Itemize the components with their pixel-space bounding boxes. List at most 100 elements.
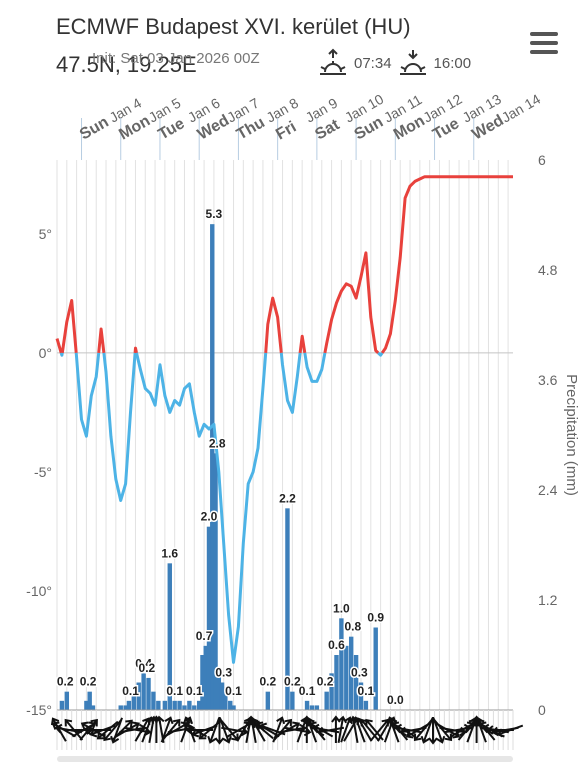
menu-line	[530, 32, 558, 36]
precip-bar	[203, 645, 208, 710]
precip-bar	[87, 691, 92, 710]
wind-arrow-shaft	[414, 719, 433, 741]
data-label: 0.1	[225, 684, 242, 698]
wind-arrow	[103, 719, 122, 742]
precip-bar	[329, 673, 334, 710]
wind-arrow-head	[292, 721, 301, 730]
wind-arrow-head	[476, 718, 485, 727]
wind-arrow-head	[420, 735, 430, 744]
precip-bar	[162, 700, 168, 710]
left-tick-label: 5°	[39, 226, 52, 242]
sunset-time: 16:00	[433, 54, 472, 72]
temperature-line	[135, 352, 268, 664]
right-tick-label: 3.6	[538, 372, 558, 388]
sun-times: 07:34 16:00	[318, 46, 471, 80]
precip-bar	[59, 700, 65, 710]
wind-arrow-head	[428, 737, 438, 745]
temperature-line	[303, 352, 327, 383]
wind-arrow-head	[164, 716, 174, 725]
wind-arrow-shaft	[340, 717, 351, 743]
wind-arrow	[316, 726, 345, 737]
right-axis-title: Precipitation (mm)	[563, 374, 580, 496]
precip-bar	[353, 655, 359, 710]
temperature-line	[59, 352, 64, 357]
wind-arrow-head	[51, 721, 60, 730]
wind-arrow-head	[316, 726, 325, 737]
right-tick-label: 0	[538, 702, 546, 718]
precip-bar	[265, 691, 271, 710]
precip-bar	[206, 526, 212, 710]
right-tick-label: 2.4	[538, 482, 558, 498]
wind-arrow-head	[249, 717, 259, 726]
wind-arrow-head	[391, 721, 400, 730]
wind-arrow-shaft	[103, 719, 122, 741]
wind-arrow-shaft	[360, 719, 380, 741]
precip-bar	[192, 705, 197, 710]
left-tick-label: -15°	[26, 702, 52, 718]
wind-arrow-head	[478, 721, 487, 730]
data-label: 0.1	[122, 684, 139, 698]
precip-bar	[285, 508, 290, 710]
precip-bar	[216, 673, 222, 710]
precip-bar	[219, 682, 225, 710]
left-tick-label: -10°	[26, 583, 52, 599]
precip-bar	[187, 700, 192, 710]
data-label: 0.2	[317, 675, 334, 689]
wind-arrow-head	[399, 726, 407, 737]
precip-bar	[131, 696, 137, 710]
right-tick-label: 1.2	[538, 592, 558, 608]
data-label: 0.2	[259, 675, 276, 689]
data-label: 5.3	[206, 207, 223, 221]
temperature-line	[74, 352, 101, 438]
day-date: Jan 14	[499, 91, 544, 126]
wind-arrow-head	[436, 735, 446, 744]
wind-arrow-head	[155, 715, 165, 724]
precip-bar	[118, 705, 123, 710]
wind-arrow-head	[64, 718, 73, 727]
wind-arrow	[496, 724, 524, 738]
precip-bar	[344, 645, 349, 710]
precip-bar	[358, 682, 364, 710]
wind-arrow-shaft	[422, 717, 434, 743]
precip-bar	[156, 700, 161, 710]
temperature-line	[133, 346, 138, 354]
wind-arrow-head	[307, 718, 315, 727]
init-time: Init: Sat 03 Jan 2026 00Z	[92, 50, 260, 67]
data-label: 0.8	[344, 620, 361, 634]
sunrise-time: 07:34	[354, 54, 392, 72]
wind-arrow-head	[54, 723, 63, 734]
precip-bar	[196, 700, 202, 710]
precip-bar	[136, 682, 141, 710]
data-label: 0.9	[367, 611, 384, 625]
wind-arrow-head	[172, 718, 181, 727]
wind-arrow-shaft	[209, 717, 221, 743]
wind-arrow-head	[89, 728, 98, 738]
precip-bar	[146, 677, 151, 710]
wind-arrow-head	[311, 723, 320, 734]
wind-arrow-head	[182, 721, 191, 730]
data-label: 0.2	[57, 675, 74, 689]
precip-bar	[348, 636, 354, 710]
temperature-line	[60, 299, 78, 354]
wind-arrow-head	[284, 718, 292, 727]
hamburger-menu-icon[interactable]	[530, 32, 558, 58]
precip-bar	[223, 691, 228, 710]
precip-bar	[290, 691, 295, 710]
wind-arrow	[214, 717, 225, 745]
scroll-track	[57, 756, 513, 762]
data-label: 2.8	[209, 436, 226, 450]
wind-arrow	[207, 717, 221, 744]
wind-arrow-head	[276, 716, 286, 725]
coordinates: 47.5N, 19.25E	[56, 52, 197, 77]
wind-arrow-head	[413, 733, 422, 742]
data-label: 0.3	[215, 666, 232, 680]
data-label: 2.2	[279, 491, 296, 505]
data-label: 0.1	[299, 684, 316, 698]
wind-arrow	[428, 717, 438, 745]
temperature-line	[102, 352, 137, 502]
data-label: 0.1	[166, 684, 183, 698]
data-label: 2.0	[201, 510, 218, 524]
wind-arrow-head	[90, 718, 98, 727]
day-name: Sun	[77, 114, 112, 144]
wind-arrow-shaft	[498, 724, 524, 736]
